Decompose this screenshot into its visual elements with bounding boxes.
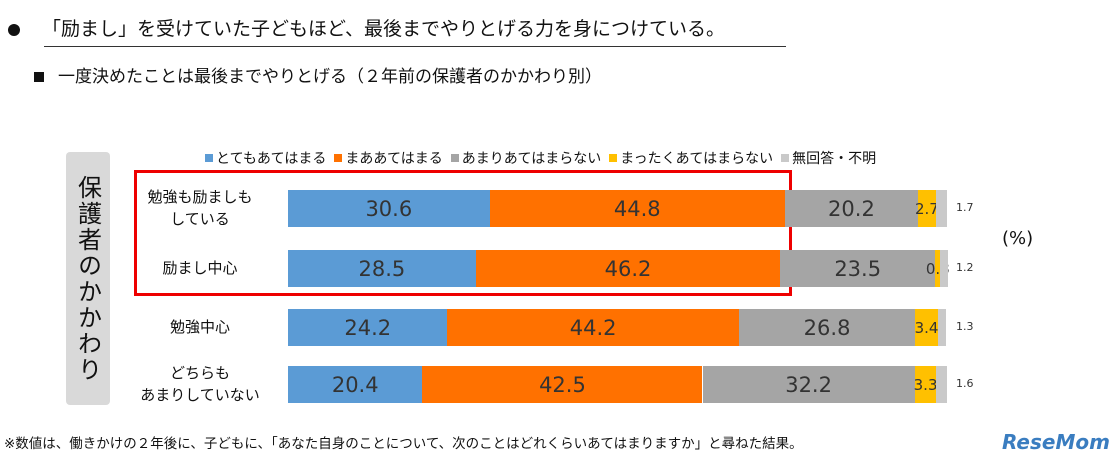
category-label: 勉強も励ましも している bbox=[147, 188, 253, 228]
bar-segment bbox=[935, 190, 947, 227]
headline-text: 「励まし」を受けていた子どもほど、最後までやりとげる力を身につけている。 bbox=[42, 18, 726, 40]
logo: ReseMom bbox=[1002, 430, 1110, 454]
data-label: 1.6 bbox=[956, 377, 974, 390]
chart-title: 一度決めたことは最後までやりとげる（２年前の保護者のかかわり別） bbox=[34, 62, 602, 87]
bar-segment: 3.3 bbox=[914, 366, 938, 403]
legend-label: まったくあてはまらない bbox=[620, 151, 774, 167]
legend-item: まったくあてはまらない bbox=[609, 148, 773, 168]
bar-segment: 20.2 bbox=[784, 190, 918, 227]
bar-segment bbox=[940, 250, 949, 287]
category-label: 励まし中心 bbox=[162, 259, 238, 277]
legend-swatch bbox=[781, 154, 790, 162]
bar-segment: 28.5 bbox=[288, 250, 476, 287]
bar-segment: 44.8 bbox=[489, 190, 785, 227]
highlight-box bbox=[134, 170, 792, 296]
bar-segment: 46.2 bbox=[475, 250, 781, 287]
chart-title-text: 一度決めたことは最後までやりとげる（２年前の保護者のかかわり別） bbox=[58, 67, 602, 87]
bar-segment: 2.7 bbox=[915, 190, 939, 227]
headline: 「励まし」を受けていた子どもほど、最後までやりとげる力を身につけている。 bbox=[8, 14, 725, 41]
legend-swatch bbox=[334, 154, 343, 162]
data-label: 1.7 bbox=[956, 201, 974, 214]
bar-segment: 44.2 bbox=[447, 309, 739, 346]
legend: とてもあてはまる まああてはまる あまりあてはまらない まったくあてはまらない 無回答・… bbox=[205, 148, 876, 168]
data-label: 1.2 bbox=[956, 261, 974, 274]
category-label: 勉強中心 bbox=[169, 318, 230, 336]
bar-segment: 26.8 bbox=[738, 309, 916, 346]
bar-segment: 42.5 bbox=[422, 366, 703, 403]
bar-segment bbox=[936, 366, 947, 403]
legend-swatch bbox=[205, 154, 213, 162]
bar-segment bbox=[937, 309, 947, 346]
legend-label: 無回答・不明 bbox=[792, 151, 877, 167]
legend-label: とてもあてはまる bbox=[216, 151, 327, 167]
category-label: どちらも あまりしていない bbox=[140, 364, 260, 404]
data-label: 1.3 bbox=[956, 320, 974, 333]
legend-label: あまりあてはまらない bbox=[461, 151, 602, 167]
bar-segment: 30.6 bbox=[288, 190, 490, 227]
bar-segment: 3.4 bbox=[915, 309, 938, 346]
footnote: ※数値は、働きかけの２年後に、子どもに、「あなた自身のことについて、次のことはど… bbox=[4, 436, 803, 452]
legend-item: 無回答・不明 bbox=[781, 148, 876, 168]
headline-underline bbox=[44, 46, 786, 47]
legend-item: あまりあてはまらない bbox=[450, 148, 602, 168]
bar-segment: 20.4 bbox=[288, 366, 423, 403]
bullet-icon bbox=[8, 23, 20, 36]
legend-item: まああてはまる bbox=[334, 148, 443, 168]
group-axis-label: 保護者のかかわり bbox=[66, 152, 110, 405]
bar-segment: 24.2 bbox=[288, 309, 448, 346]
bar-segment: 23.5 bbox=[780, 250, 936, 287]
legend-label: まああてはまる bbox=[345, 151, 443, 167]
unit-label: (%) bbox=[1002, 228, 1034, 249]
legend-swatch bbox=[450, 154, 459, 162]
bar-segment: 32.2 bbox=[702, 366, 915, 403]
square-bullet-icon bbox=[34, 72, 44, 82]
legend-item: とてもあてはまる bbox=[205, 148, 326, 168]
legend-swatch bbox=[609, 154, 618, 162]
